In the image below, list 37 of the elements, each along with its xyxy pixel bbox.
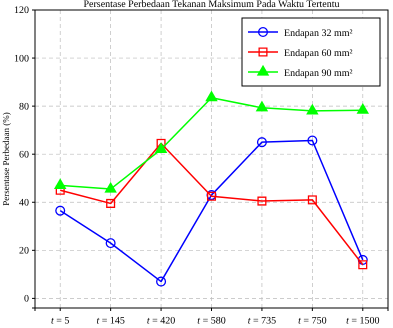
y-tick-label: 0 [24,294,29,305]
chart-title: Persentase Perbedaan Tekanan Maksimum Pada Waktu Tertentu [83,0,340,10]
point [358,260,368,270]
y-tick-label: 20 [19,246,29,257]
x-tick-label: t = 750 [298,316,327,326]
y-tick-label: 100 [14,53,29,64]
x-tick-label: t = 145 [96,316,125,326]
point [104,182,116,193]
legend-label: Endapan 32 mm² [284,28,353,39]
point [307,135,318,146]
y-tick-label: 120 [14,5,29,16]
point [257,196,266,206]
point [206,91,218,102]
x-tick-label: t = 735 [248,316,276,326]
x-tick-label: t = 5 [51,316,70,326]
point [106,238,116,248]
point [306,104,318,115]
point [54,178,66,190]
point [106,198,116,208]
point [256,101,268,112]
point [358,254,368,265]
y-tick-label: 60 [19,149,29,160]
y-tick-label: 80 [19,101,29,112]
point [56,186,65,195]
x-tick-label: t = 580 [197,316,226,326]
point [156,276,166,287]
legend-label: Endapan 90 mm² [284,68,353,79]
point [55,206,66,216]
x-tick-label: t = 1500 [346,316,380,326]
x-tick-label: t = 420 [146,316,176,326]
legend-label: Endapan 60 mm² [284,48,353,59]
y-axis-title: Persentase Perbedaan (%) [1,112,11,206]
point [357,104,369,114]
y-tick-label: 40 [19,197,29,208]
point [155,142,167,153]
point [256,137,267,148]
point [308,195,317,204]
